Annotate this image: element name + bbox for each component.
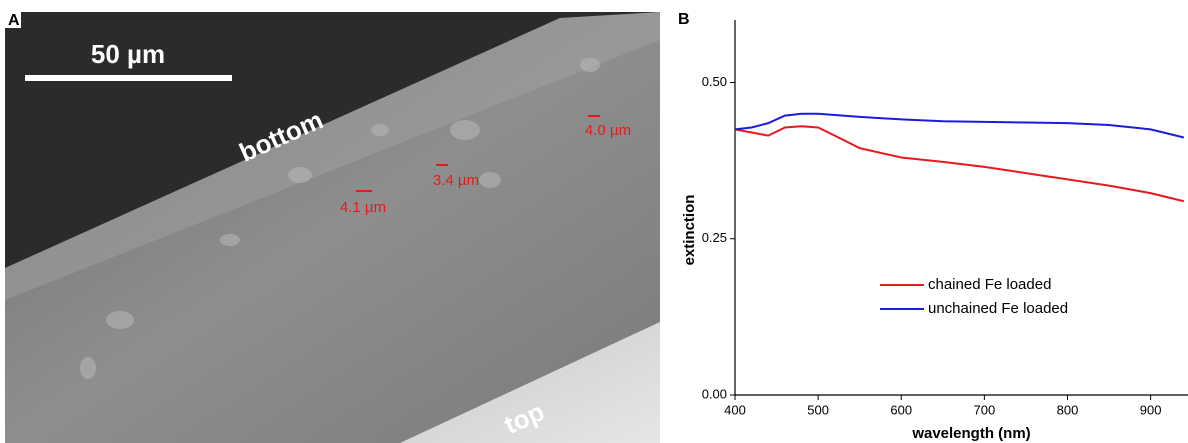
- measurement: 4.1 µm: [340, 199, 386, 216]
- x-tick-label: 500: [807, 402, 829, 417]
- sem-image: A 50 µm bottom top 4.1 µm 3.4 µm 4.0 µm: [5, 12, 660, 443]
- measurement: 3.4 µm: [433, 172, 479, 189]
- x-tick-label: 400: [724, 402, 746, 417]
- x-tick-label: 800: [1057, 402, 1079, 417]
- panel-label: B: [678, 11, 690, 28]
- y-tick-label: 0.25: [702, 230, 727, 245]
- x-tick-label: 900: [1140, 402, 1162, 417]
- y-tick-label: 0.50: [702, 74, 727, 89]
- page: {"panel_a": {"label": "A", "scale_bar": …: [0, 0, 1188, 443]
- panel-label: A: [8, 12, 20, 29]
- measurement: 4.0 µm: [585, 122, 631, 139]
- x-tick-label: 600: [890, 402, 912, 417]
- x-axis-label: wavelength (nm): [911, 425, 1030, 442]
- scale-label: 50 µm: [91, 39, 165, 69]
- series-line: [735, 126, 1184, 201]
- legend-label: unchained Fe loaded: [928, 300, 1068, 317]
- legend-label: chained Fe loaded: [928, 276, 1051, 293]
- y-tick-label: 0.00: [702, 386, 727, 401]
- y-axis-label: extinction: [681, 195, 698, 266]
- x-tick-label: 700: [974, 402, 996, 417]
- figure: A 50 µm bottom top 4.1 µm 3.4 µm 4.0 µm …: [0, 0, 1188, 443]
